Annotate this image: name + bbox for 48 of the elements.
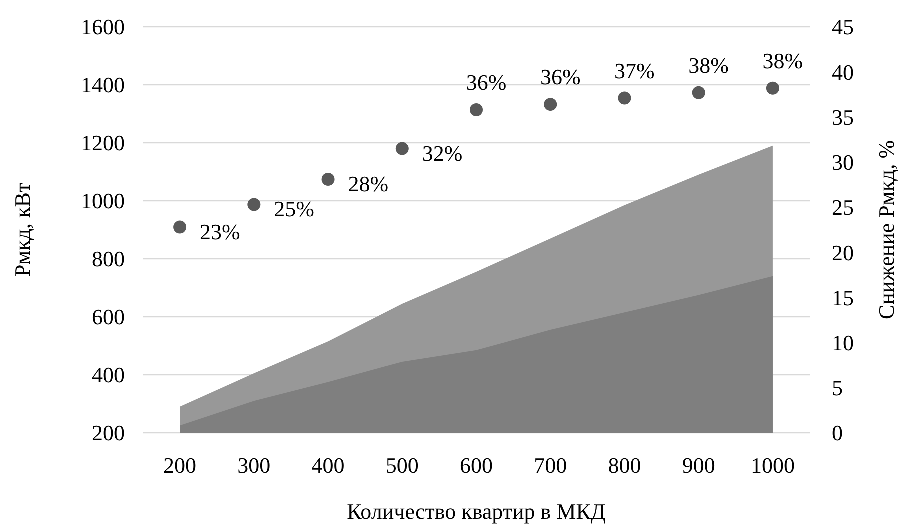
data-label: 36%	[540, 64, 581, 90]
data-label: 38%	[762, 48, 804, 74]
data-label: 28%	[348, 171, 389, 196]
x-tick-label: 500	[386, 453, 419, 478]
point	[544, 98, 558, 112]
x-tick-label: 700	[534, 453, 568, 478]
x-tick-label: 600	[460, 453, 493, 478]
y2-tick-label: 40	[832, 60, 854, 85]
data-label: 23%	[200, 219, 240, 244]
point	[396, 142, 409, 156]
y-tick-label: 1600	[81, 14, 125, 40]
y-tick-label: 1000	[81, 188, 125, 214]
point	[618, 92, 632, 105]
y2-tick-label: 10	[832, 330, 854, 356]
x-axis-title: Количество квартир в МКД	[347, 499, 606, 524]
x-tick-label: 1000	[750, 453, 795, 478]
x-tick-label: 200	[164, 453, 197, 478]
x-tick-label: 900	[682, 453, 716, 478]
y-tick-label: 400	[92, 362, 125, 388]
y2-tick-label: 20	[832, 240, 854, 266]
y2-axis-title: Снижение Рмкд, %	[874, 140, 899, 320]
point	[766, 82, 780, 95]
data-label: 32%	[422, 140, 463, 166]
data-label: 36%	[466, 70, 507, 96]
data-label: 25%	[274, 196, 314, 222]
y-tick-label: 800	[92, 246, 125, 272]
x-tick-label: 300	[238, 453, 271, 478]
x-tick-label: 400	[312, 453, 345, 478]
y2-tick-label: 30	[832, 150, 854, 176]
data-label: 38%	[688, 52, 729, 78]
y-tick-label: 1200	[81, 130, 125, 156]
data-label: 37%	[614, 58, 655, 84]
point	[470, 104, 483, 117]
y2-tick-label: 25	[832, 195, 854, 220]
y2-tick-label: 45	[832, 14, 854, 40]
y2-tick-label: 5	[832, 376, 843, 401]
y-tick-label: 200	[92, 420, 125, 446]
y2-tick-label: 0	[832, 420, 843, 446]
x-tick-label: 800	[608, 453, 642, 478]
y2-tick-label: 15	[832, 285, 854, 310]
point	[692, 86, 706, 100]
y-tick-label: 600	[92, 304, 125, 330]
point	[322, 172, 335, 186]
point	[174, 220, 187, 234]
y-tick-label: 1400	[81, 72, 125, 98]
y2-tick-label: 35	[832, 104, 854, 130]
point	[248, 198, 261, 212]
y-axis-title: Рмкд, кВт	[10, 182, 35, 278]
